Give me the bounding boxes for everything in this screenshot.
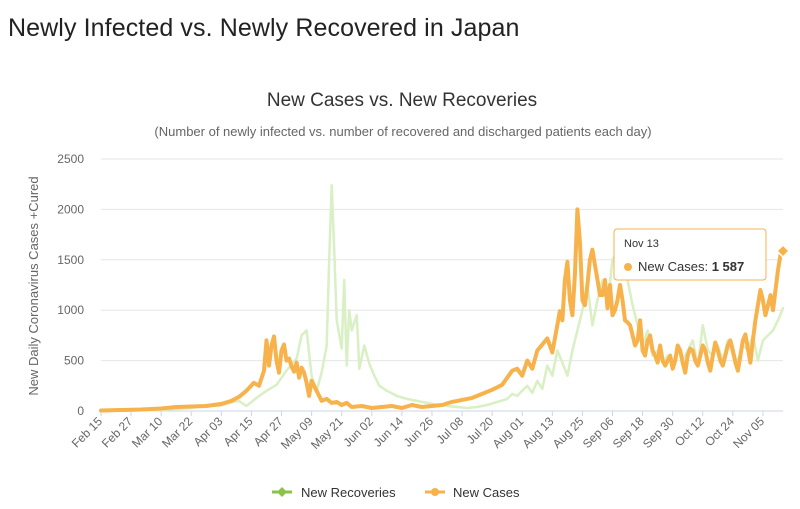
highlight-point[interactable] xyxy=(775,243,791,259)
chart-subtitle: (Number of newly infected vs. number of … xyxy=(154,124,651,139)
x-tick-label: May 21 xyxy=(308,414,346,452)
legend-recoveries-label: New Recoveries xyxy=(301,485,396,500)
x-tick-label: Aug 01 xyxy=(490,414,527,451)
y-tick-label: 2500 xyxy=(57,152,84,166)
x-tick-label: Jun 26 xyxy=(401,414,437,450)
x-tick-label: Apr 03 xyxy=(191,414,226,449)
tooltip-bullet xyxy=(624,263,632,271)
y-axis-ticks: 0 500 1000 1500 2000 2500 xyxy=(57,152,84,418)
x-tick-label: Feb 27 xyxy=(99,414,136,451)
x-tick-label: Sep 06 xyxy=(580,414,617,451)
legend-cases-label: New Cases xyxy=(453,485,520,500)
x-tick-label: Oct 12 xyxy=(672,414,707,449)
legend: New Recoveries New Cases xyxy=(272,485,520,500)
tooltip-series: New Cases xyxy=(638,259,705,274)
x-tick-label: Jun 14 xyxy=(371,414,407,450)
x-tick-label: Sep 18 xyxy=(610,414,647,451)
legend-recoveries-marker-icon xyxy=(277,487,287,497)
page-title: Newly Infected vs. Newly Recovered in Ja… xyxy=(8,14,520,42)
x-tick-label: Mar 10 xyxy=(129,414,166,451)
x-tick-label: Sep 30 xyxy=(640,414,677,451)
y-tick-label: 1000 xyxy=(57,303,84,317)
chart-title: New Cases vs. New Recoveries xyxy=(267,90,537,111)
x-tick-label: Jun 02 xyxy=(341,414,377,450)
y-tick-label: 500 xyxy=(64,354,84,368)
y-axis-label: New Daily Coronavirus Cases +Cured xyxy=(26,176,41,395)
svg-text:New Cases: 1 587: New Cases: 1 587 xyxy=(638,259,744,274)
x-tick-label: Mar 22 xyxy=(159,414,196,451)
tooltip: Nov 13 New Cases: 1 587 xyxy=(613,228,767,281)
x-tick-label: Apr 15 xyxy=(221,414,256,449)
x-tick-label: Aug 13 xyxy=(520,414,557,451)
x-tick-label: May 09 xyxy=(278,414,316,452)
grid xyxy=(101,158,783,412)
legend-item-cases[interactable]: New Cases xyxy=(425,485,520,500)
y-tick-label: 0 xyxy=(77,404,84,418)
series-line-cases[interactable] xyxy=(99,207,785,413)
tooltip-separator: : xyxy=(704,259,711,274)
legend-cases-marker-icon xyxy=(431,488,439,496)
series-line-recoveries[interactable] xyxy=(99,183,785,413)
x-tick-label: Nov 05 xyxy=(730,414,767,451)
tooltip-date: Nov 13 xyxy=(624,238,659,250)
tooltip-value: 1 587 xyxy=(712,259,745,274)
y-tick-label: 2000 xyxy=(57,202,84,216)
y-tick-label: 1500 xyxy=(57,253,84,267)
x-tick-label: Aug 25 xyxy=(550,414,587,451)
x-tick-label: Feb 15 xyxy=(69,414,106,451)
series-layer xyxy=(99,183,791,413)
legend-item-recoveries[interactable]: New Recoveries xyxy=(272,485,396,500)
tooltip-box xyxy=(613,228,767,281)
x-tick-label: Jul 08 xyxy=(434,414,467,447)
